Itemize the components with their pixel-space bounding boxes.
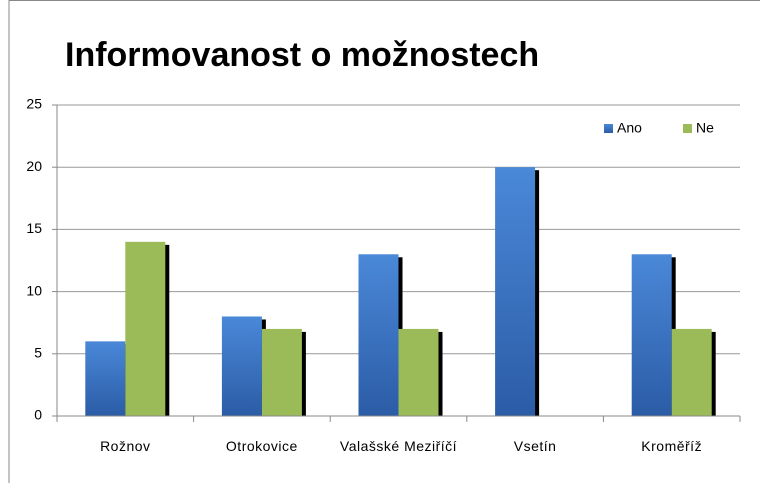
bar bbox=[358, 254, 399, 416]
bar bbox=[261, 328, 302, 416]
bar bbox=[221, 316, 262, 416]
y-tick-label: 10 bbox=[26, 282, 42, 298]
legend-swatch bbox=[683, 124, 692, 133]
bar bbox=[398, 328, 439, 416]
bar bbox=[125, 241, 166, 416]
y-tick-label: 20 bbox=[26, 158, 42, 174]
y-tick-label: 0 bbox=[34, 407, 42, 423]
bar bbox=[85, 341, 126, 416]
legend-label: Ne bbox=[696, 120, 714, 136]
y-tick-label: 5 bbox=[34, 345, 42, 361]
legend-swatch bbox=[604, 124, 613, 133]
legend-label: Ano bbox=[617, 120, 642, 136]
bar bbox=[631, 254, 672, 416]
x-tick-label: Rožnov bbox=[100, 438, 151, 454]
x-tick-label: Otrokovice bbox=[225, 438, 298, 454]
x-tick-label: Valašské Meziříčí bbox=[339, 438, 458, 454]
chart-title: Informovanost o možnostech bbox=[65, 36, 539, 74]
bar bbox=[671, 328, 712, 416]
x-tick-label: Vsetín bbox=[513, 438, 557, 454]
y-tick-label: 25 bbox=[26, 96, 42, 112]
x-tick-label: Kroměříž bbox=[641, 438, 703, 454]
bar bbox=[495, 167, 536, 416]
y-tick-label: 15 bbox=[26, 220, 42, 236]
